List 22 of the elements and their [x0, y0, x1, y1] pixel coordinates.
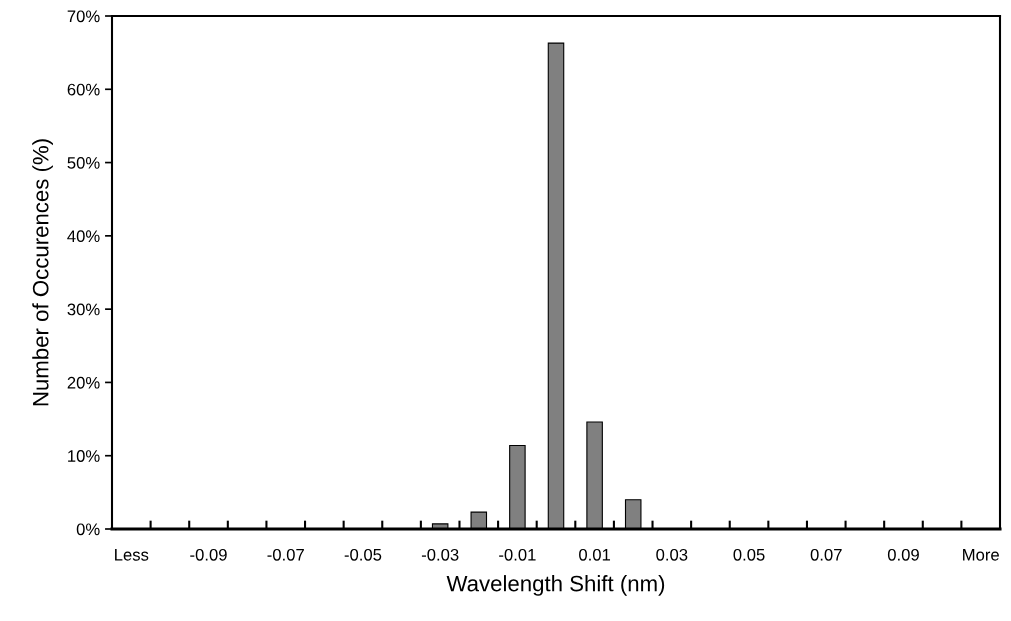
x-tick-label: More	[963, 549, 999, 561]
x-tick-label: -0.03	[421, 548, 459, 561]
x-axis-title: Wavelength Shift (nm)	[446, 575, 665, 596]
x-tick-label: 0.03	[656, 548, 688, 561]
y-tick-label: 50%	[67, 156, 100, 169]
x-tick-label: -0.01	[499, 548, 536, 561]
x-tick-label: 0.09	[887, 548, 919, 561]
x-tick-label: 0.05	[733, 548, 765, 561]
x-tick-label: -0.07	[267, 548, 304, 561]
x-tick-label: 0.07	[810, 548, 842, 561]
x-tick-label: 0.01	[579, 548, 611, 561]
y-tick-label: 70%	[67, 10, 100, 23]
y-tick-label: 60%	[67, 83, 100, 96]
x-tick-label: Less	[115, 549, 149, 561]
y-axis-title: Number of Occurences (%)	[32, 139, 53, 406]
y-tick-label: 30%	[67, 303, 100, 316]
y-tick-label: 40%	[67, 230, 100, 243]
y-tick-label: 0%	[76, 523, 100, 536]
y-tick-label: 10%	[68, 450, 100, 462]
x-tick-label: -0.05	[344, 548, 382, 561]
x-tick-label: -0.09	[190, 548, 227, 561]
y-tick-label: 20%	[67, 376, 100, 389]
